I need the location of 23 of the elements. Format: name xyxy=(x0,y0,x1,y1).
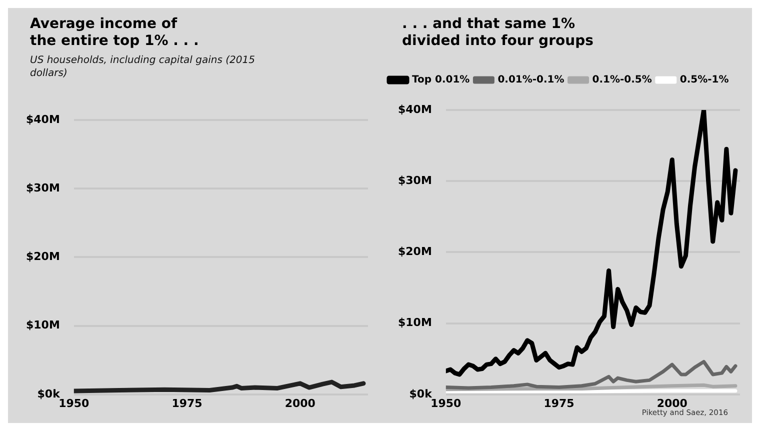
legend-label: 0.5%-1% xyxy=(680,74,729,86)
x-tick-label: 1950 xyxy=(430,396,462,410)
legend-label: 0.1%-0.5% xyxy=(592,74,652,86)
x-tick-label: 1975 xyxy=(544,396,574,410)
y-tick-label: $30M xyxy=(26,181,60,194)
y-tick-label: $20M xyxy=(398,245,432,258)
legend-label: 0.01%-0.1% xyxy=(498,74,564,86)
y-tick-label: $30M xyxy=(398,174,432,187)
y-tick-label: $40M xyxy=(398,102,432,116)
y-tick-label: $10M xyxy=(398,316,432,330)
y-tick-label: $20M xyxy=(26,250,60,264)
chart-title: . . . and that same 1% divided into four groups xyxy=(402,16,594,50)
y-tick-label: $0k xyxy=(37,387,61,400)
y-tick-label: $10M xyxy=(26,318,60,332)
y-tick-label: $0k xyxy=(409,387,433,400)
x-tick-label: 2000 xyxy=(284,396,316,410)
y-tick-label: $40M xyxy=(26,112,60,126)
x-tick-label: 2000 xyxy=(656,396,688,410)
x-tick-label: 1950 xyxy=(58,396,90,410)
chart-title: Average income of the entire top 1% . . . xyxy=(30,16,200,50)
x-tick-label: 1975 xyxy=(172,396,202,410)
legend-label: Top 0.01% xyxy=(412,74,470,86)
chart-subtitle: US households, including capital gains (2015 dollars) xyxy=(30,54,256,80)
